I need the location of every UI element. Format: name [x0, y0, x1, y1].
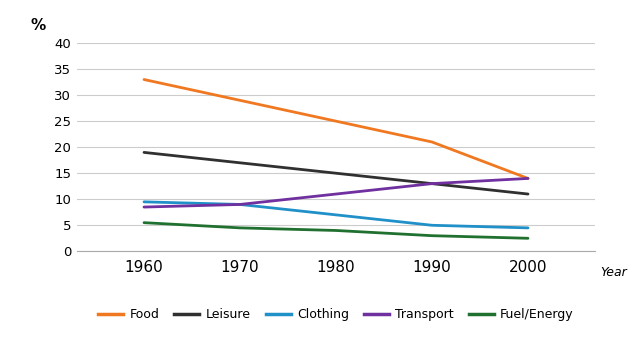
Legend: Food, Leisure, Clothing, Transport, Fuel/Energy: Food, Leisure, Clothing, Transport, Fuel…: [93, 303, 579, 326]
Text: Year: Year: [600, 266, 627, 279]
Text: %: %: [30, 18, 45, 33]
